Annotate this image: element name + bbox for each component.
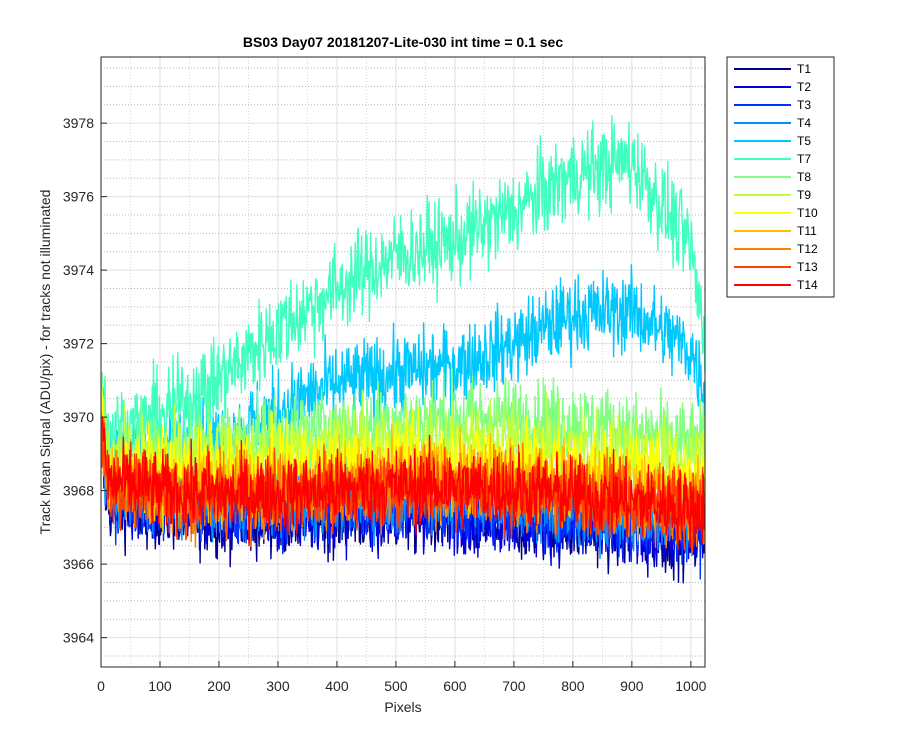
x-axis-label: Pixels	[384, 699, 421, 715]
x-tick-label: 700	[502, 678, 526, 694]
y-tick-label: 3964	[63, 630, 94, 646]
axes-box	[100, 56, 706, 668]
legend-label-t11: T11	[797, 224, 817, 238]
series-line-t14	[101, 416, 705, 550]
legend-label-t10: T10	[797, 206, 818, 220]
legend-label-t8: T8	[797, 170, 811, 184]
y-axis-label: Track Mean Signal (ADU/pix) - for tracks…	[37, 190, 53, 535]
y-tick-label: 3970	[63, 409, 94, 425]
legend-label-t7: T7	[797, 152, 811, 166]
x-tick-label: 400	[325, 678, 349, 694]
x-tick-label: 300	[266, 678, 290, 694]
legend-label-t13: T13	[797, 260, 818, 274]
y-tick-label: 3968	[63, 483, 94, 499]
x-tick-label: 200	[207, 678, 231, 694]
y-tick-label: 3966	[63, 556, 94, 572]
legend-label-t14: T14	[797, 278, 818, 292]
x-tick-label: 900	[620, 678, 644, 694]
legend: T1 T2 T3 T4 T5 T7 T8 T9 T10 T11 T12 T13 T14	[726, 56, 835, 298]
y-tick-label: 3974	[63, 262, 94, 278]
y-tick-label: 3976	[63, 189, 94, 205]
legend-label-t5: T5	[797, 134, 811, 148]
legend-label-t1: T1	[797, 62, 811, 76]
legend-label-t3: T3	[797, 98, 811, 112]
legend-label-t12: T12	[797, 242, 818, 256]
series-line-t7	[101, 115, 705, 487]
x-tick-label: 500	[384, 678, 408, 694]
y-tick-label: 3972	[63, 336, 94, 352]
x-tick-label: 0	[97, 678, 105, 694]
x-tick-label: 600	[443, 678, 467, 694]
legend-label-t2: T2	[797, 80, 811, 94]
x-tick-label: 1000	[675, 678, 706, 694]
chart-title: BS03 Day07 20181207-Lite-030 int time = …	[243, 34, 563, 50]
legend-label-t9: T9	[797, 188, 811, 202]
legend-label-t4: T4	[797, 116, 811, 130]
series-line-t8	[101, 368, 705, 503]
y-tick-label: 3978	[63, 115, 94, 131]
plot-area	[101, 115, 705, 584]
x-tick-label: 100	[148, 678, 172, 694]
x-tick-label: 800	[561, 678, 585, 694]
